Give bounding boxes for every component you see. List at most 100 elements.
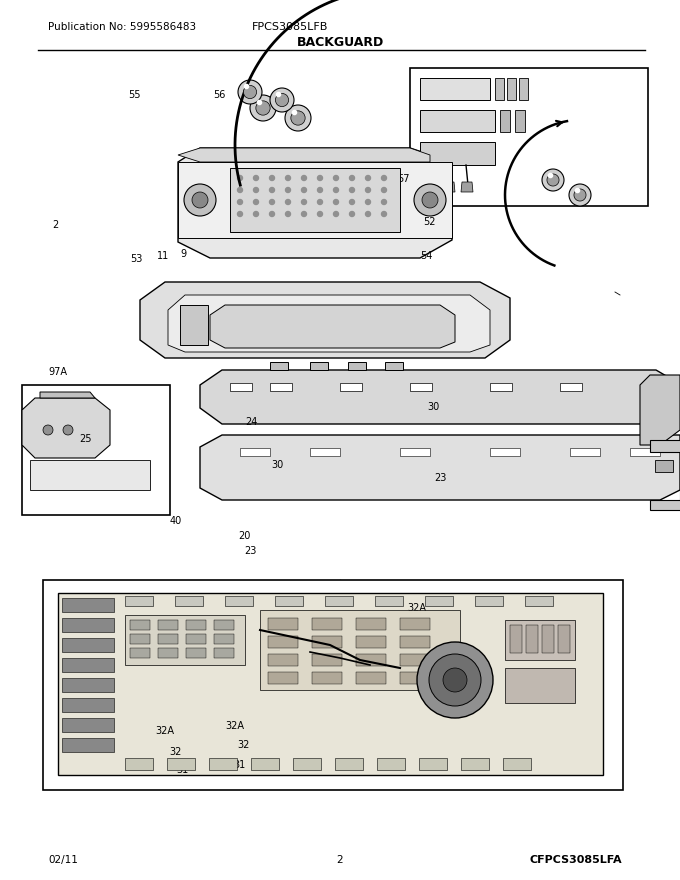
- Text: 24: 24: [245, 416, 258, 427]
- Bar: [312, 672, 342, 684]
- Text: 97A: 97A: [48, 367, 67, 378]
- Text: 96: 96: [373, 665, 386, 676]
- Bar: [62, 678, 114, 692]
- Bar: [356, 618, 386, 630]
- Polygon shape: [420, 78, 490, 100]
- Bar: [335, 758, 363, 770]
- Bar: [325, 596, 353, 606]
- Bar: [356, 636, 386, 648]
- Bar: [62, 738, 114, 752]
- Circle shape: [350, 175, 354, 180]
- Bar: [158, 634, 178, 644]
- Text: 54: 54: [420, 251, 432, 261]
- Bar: [260, 610, 460, 690]
- Text: 23: 23: [244, 546, 256, 556]
- Bar: [507, 78, 516, 100]
- Bar: [515, 110, 525, 132]
- Bar: [186, 634, 206, 644]
- Polygon shape: [168, 295, 490, 352]
- Polygon shape: [420, 110, 495, 132]
- Bar: [526, 625, 538, 653]
- Circle shape: [574, 189, 586, 201]
- Bar: [505, 668, 575, 703]
- Polygon shape: [385, 362, 403, 370]
- Circle shape: [301, 211, 307, 216]
- Bar: [62, 718, 114, 732]
- Circle shape: [254, 211, 258, 216]
- Bar: [400, 654, 430, 666]
- Bar: [240, 448, 270, 456]
- Polygon shape: [140, 282, 510, 358]
- Polygon shape: [40, 392, 95, 398]
- Text: 2: 2: [337, 855, 343, 865]
- Bar: [312, 654, 342, 666]
- Bar: [214, 634, 234, 644]
- Text: 32A: 32A: [225, 721, 244, 731]
- Text: BACKGUARD: BACKGUARD: [296, 36, 384, 49]
- Bar: [275, 596, 303, 606]
- Bar: [655, 460, 673, 472]
- Circle shape: [301, 187, 307, 193]
- Text: 53: 53: [130, 253, 142, 264]
- Bar: [214, 648, 234, 658]
- Bar: [251, 758, 279, 770]
- Bar: [410, 68, 648, 206]
- Circle shape: [237, 187, 243, 193]
- Circle shape: [269, 187, 275, 193]
- Circle shape: [254, 200, 258, 204]
- Circle shape: [333, 187, 339, 193]
- Bar: [186, 648, 206, 658]
- Circle shape: [381, 187, 386, 193]
- Circle shape: [184, 184, 216, 216]
- Bar: [230, 383, 252, 391]
- Polygon shape: [178, 148, 430, 162]
- Circle shape: [366, 187, 371, 193]
- Bar: [130, 634, 150, 644]
- Text: 9: 9: [180, 249, 187, 260]
- Circle shape: [542, 169, 564, 191]
- Text: 55: 55: [129, 90, 141, 100]
- Polygon shape: [200, 370, 680, 424]
- Bar: [419, 758, 447, 770]
- Text: 32: 32: [377, 630, 390, 641]
- Text: 32: 32: [169, 746, 182, 757]
- Circle shape: [366, 200, 371, 204]
- Circle shape: [414, 184, 446, 216]
- Polygon shape: [270, 362, 288, 370]
- Polygon shape: [22, 398, 110, 458]
- Circle shape: [350, 187, 354, 193]
- Polygon shape: [420, 142, 495, 165]
- Circle shape: [301, 175, 307, 180]
- Circle shape: [269, 200, 275, 204]
- Bar: [125, 596, 153, 606]
- Text: 23: 23: [435, 473, 447, 483]
- Text: 25: 25: [79, 434, 91, 444]
- Bar: [158, 648, 178, 658]
- Polygon shape: [200, 435, 680, 500]
- Text: CFPCS3085LFA: CFPCS3085LFA: [530, 855, 623, 865]
- Bar: [560, 383, 582, 391]
- Bar: [425, 596, 453, 606]
- Circle shape: [237, 200, 243, 204]
- Bar: [268, 654, 298, 666]
- Circle shape: [269, 211, 275, 216]
- Bar: [270, 383, 292, 391]
- Polygon shape: [650, 440, 680, 510]
- Bar: [400, 618, 430, 630]
- Circle shape: [417, 642, 493, 718]
- Bar: [62, 598, 114, 612]
- Bar: [340, 383, 362, 391]
- Polygon shape: [461, 182, 473, 192]
- Bar: [130, 620, 150, 630]
- Bar: [503, 758, 531, 770]
- Bar: [62, 618, 114, 632]
- Polygon shape: [640, 375, 680, 445]
- Circle shape: [286, 187, 290, 193]
- Circle shape: [381, 200, 386, 204]
- Polygon shape: [310, 362, 328, 370]
- Bar: [214, 620, 234, 630]
- Polygon shape: [443, 182, 455, 192]
- Polygon shape: [425, 182, 437, 192]
- Text: 31: 31: [382, 646, 394, 656]
- Circle shape: [443, 668, 467, 692]
